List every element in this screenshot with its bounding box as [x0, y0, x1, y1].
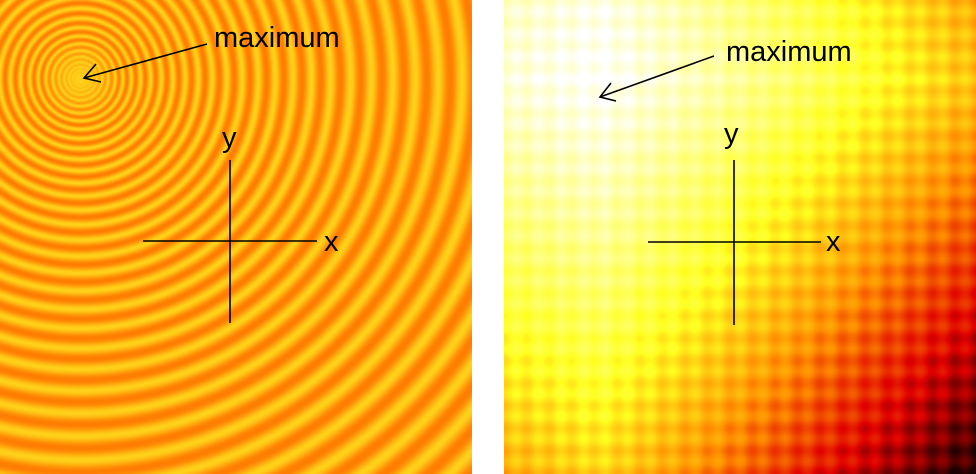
right-annotations	[598, 55, 821, 325]
maximum-label: maximum	[726, 36, 852, 68]
left-field-panel: maximum y x	[0, 0, 472, 474]
y-axis-label: y	[222, 122, 237, 154]
right-field-panel: maximum y x	[504, 0, 976, 474]
maximum-arrow-head	[598, 82, 617, 102]
maximum-arrow-head	[82, 63, 102, 83]
x-axis-label: x	[826, 226, 841, 258]
left-annotations	[82, 43, 317, 323]
maximum-label: maximum	[214, 22, 340, 54]
maximum-arrow-shaft	[599, 55, 715, 98]
concentric-ring-field	[0, 0, 472, 474]
x-axis-label: x	[324, 226, 339, 258]
grid-heatmap-field	[504, 0, 976, 474]
y-axis-label: y	[724, 118, 739, 150]
maximum-arrow-shaft	[83, 43, 208, 79]
